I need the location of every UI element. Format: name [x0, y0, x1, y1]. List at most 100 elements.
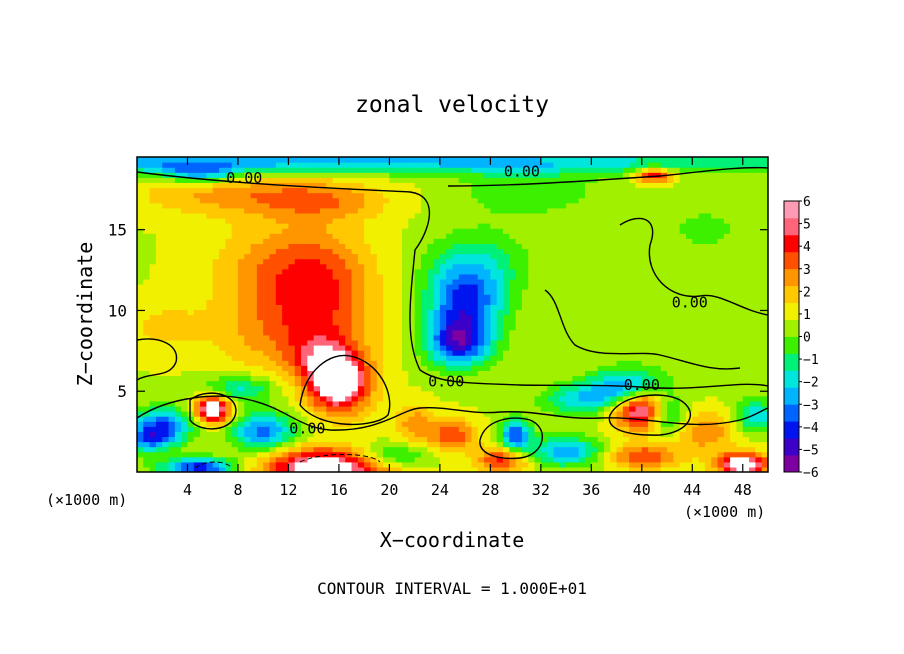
field-cell [181, 228, 189, 234]
field-cell [143, 284, 151, 290]
field-cell [326, 248, 334, 255]
field-cell [351, 456, 359, 463]
field-cell [231, 446, 239, 453]
field-cell [420, 400, 428, 407]
field-cell [395, 172, 403, 178]
field-cell [364, 253, 372, 260]
field-cell [219, 217, 226, 224]
field-cell [540, 461, 548, 468]
field-cell [351, 284, 359, 290]
field-cell [433, 228, 441, 234]
field-cell [389, 411, 397, 417]
field-cell [174, 187, 182, 194]
field-cell [231, 253, 239, 260]
field-cell [364, 284, 372, 290]
field-cell [137, 278, 144, 285]
field-cell [244, 446, 252, 453]
field-cell [376, 207, 384, 214]
field-cell [313, 202, 321, 209]
field-cell [143, 263, 151, 270]
field-cell [357, 319, 365, 326]
field-cell [629, 385, 637, 392]
field-cell [502, 284, 510, 290]
field-cell [402, 365, 409, 371]
field-cell [193, 350, 201, 356]
field-cell [629, 446, 637, 453]
field-cell [420, 268, 428, 275]
field-cell [547, 314, 555, 321]
field-cell [622, 385, 630, 392]
field-cell [187, 421, 195, 427]
field-cell [383, 289, 390, 295]
field-cell [206, 268, 214, 275]
field-cell [465, 294, 473, 300]
field-cell [540, 289, 548, 295]
field-cell [528, 212, 536, 219]
field-cell [326, 436, 334, 443]
field-cell [269, 162, 277, 168]
field-cell [351, 441, 359, 448]
field-cell [490, 416, 498, 422]
field-cell [313, 182, 321, 189]
field-cell [528, 421, 536, 427]
field-cell [200, 405, 208, 412]
field-cell [319, 172, 327, 178]
field-cell [319, 157, 327, 163]
field-cell [143, 268, 151, 275]
field-cell [301, 461, 308, 468]
field-cell [193, 167, 201, 173]
field-cell [193, 426, 201, 432]
field-cell [490, 350, 498, 356]
field-cell [357, 451, 365, 458]
field-cell [364, 314, 372, 321]
field-cell [566, 233, 573, 239]
field-cell [572, 223, 580, 229]
field-cell [591, 466, 599, 472]
field-cell [616, 304, 624, 311]
field-cell [452, 421, 460, 427]
field-cell [174, 258, 182, 265]
field-cell [383, 370, 390, 377]
field-cell [174, 167, 182, 173]
field-cell [301, 360, 308, 366]
field-cell [540, 268, 548, 275]
field-cell [307, 350, 315, 356]
field-cell [307, 436, 315, 443]
field-cell [301, 456, 308, 463]
field-cell [345, 339, 353, 346]
field-cell [616, 273, 624, 280]
field-cell [591, 329, 599, 336]
field-cell [231, 258, 239, 265]
field-cell [351, 380, 359, 387]
field-cell [338, 329, 346, 336]
field-cell [351, 304, 359, 311]
field-cell [635, 233, 643, 239]
field-cell [149, 167, 157, 173]
field-cell [402, 451, 409, 458]
field-cell [515, 258, 523, 265]
field-cell [395, 329, 403, 336]
field-cell [515, 207, 523, 214]
field-cell [282, 268, 290, 275]
field-cell [521, 273, 529, 280]
field-cell [395, 217, 403, 224]
field-cell [149, 192, 157, 199]
field-cell [610, 416, 618, 422]
field-cell [585, 329, 592, 336]
field-cell [149, 202, 157, 209]
field-cell [282, 441, 290, 448]
field-cell [610, 157, 618, 163]
field-cell [345, 299, 353, 305]
field-cell [439, 238, 447, 244]
field-cell [200, 177, 208, 183]
field-cell [477, 339, 485, 346]
field-cell [332, 284, 340, 290]
field-cell [578, 456, 586, 463]
field-cell [149, 177, 157, 183]
field-cell [521, 446, 529, 453]
field-cell [521, 278, 529, 285]
field-cell [496, 223, 504, 229]
field-cell [439, 253, 447, 260]
field-cell [528, 355, 536, 361]
field-cell [502, 370, 510, 377]
